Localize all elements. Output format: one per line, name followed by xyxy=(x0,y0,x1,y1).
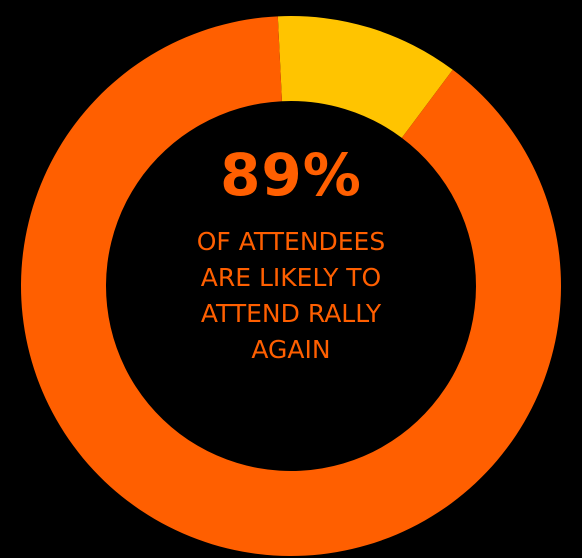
center-caption-line-2: ARE LIKELY TO xyxy=(200,263,382,292)
center-caption-line-4: AGAIN xyxy=(251,335,331,364)
center-caption-line-1: OF ATTENDEES xyxy=(196,227,386,256)
donut-slice-likely xyxy=(21,16,562,557)
center-label: 89% OF ATTENDEES ARE LIKELY TO ATTEND RA… xyxy=(141,138,441,368)
center-value: 89% xyxy=(220,141,362,209)
donut-slices xyxy=(21,16,562,557)
center-caption-line-3: ATTEND RALLY xyxy=(200,299,382,328)
center-caption: OF ATTENDEES ARE LIKELY TO ATTEND RALLY … xyxy=(141,224,441,368)
donut-slice-remaining xyxy=(277,16,453,138)
